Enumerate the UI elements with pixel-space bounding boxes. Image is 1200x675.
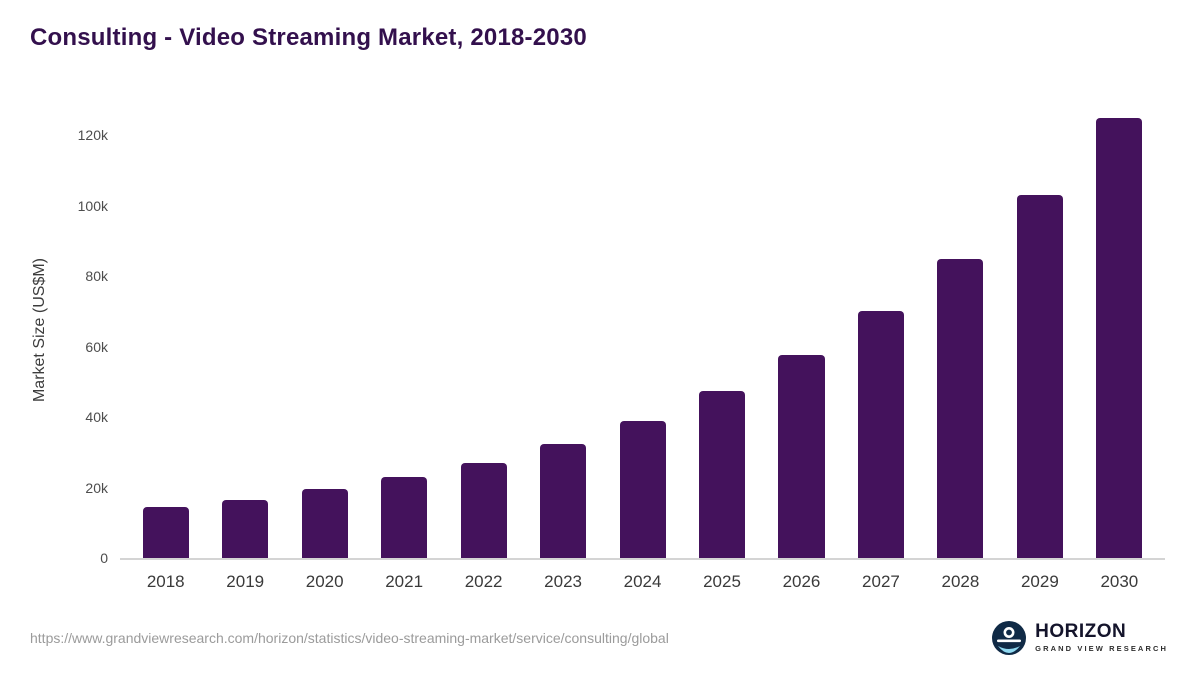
bar-column	[126, 100, 205, 558]
x-tick-label: 2029	[1020, 572, 1059, 591]
y-tick-label: 80k	[85, 268, 108, 285]
bar-2023[interactable]	[540, 443, 587, 558]
y-tick-label: 120k	[77, 127, 108, 144]
bar-2028[interactable]	[937, 258, 984, 558]
y-tick-label: 20k	[85, 479, 108, 496]
x-tick-label: 2023	[544, 572, 582, 591]
bar-column	[841, 100, 920, 558]
bar-column	[762, 100, 841, 558]
x-axis-labels: 2018 2019 2020 2021 2022 2023 2024 2025 2026 2027…	[120, 572, 1165, 592]
x-tick-label: 2020	[305, 572, 344, 591]
y-tick-label: 60k	[85, 338, 108, 355]
brand-title: HORIZON	[1035, 621, 1127, 643]
bar-2030[interactable]	[1096, 117, 1143, 558]
bars-container	[120, 100, 1165, 558]
bar-column	[205, 100, 284, 558]
brand-subtitle: GRAND VIEW RESEARCH	[1035, 644, 1168, 654]
bar-column	[682, 100, 761, 558]
plot-area: 0 20k 40k 60k 80k 100k 120k	[78, 100, 1165, 566]
bar-2022[interactable]	[460, 462, 507, 558]
bar-2025[interactable]	[698, 390, 746, 558]
bar-column	[603, 100, 682, 558]
x-tick-label: 2026	[782, 572, 821, 591]
bar-column	[285, 100, 364, 558]
y-tick-label: 100k	[77, 197, 108, 214]
brand-logo: HORIZON GRAND VIEW RESEARCH	[991, 620, 1168, 656]
x-tick-label: 2028	[941, 572, 980, 591]
bar-column	[364, 100, 443, 558]
bar-2018[interactable]	[142, 506, 189, 558]
source-url: https://www.grandviewresearch.com/horizo…	[30, 630, 669, 646]
bar-2026[interactable]	[778, 355, 825, 558]
bar-column	[1080, 100, 1159, 558]
y-axis-ticks: 0 20k 40k 60k 80k 100k 120k	[78, 100, 1165, 566]
bar-2029[interactable]	[1016, 195, 1063, 558]
bar-column	[523, 100, 602, 558]
horizon-logo-icon	[992, 621, 1027, 655]
bar-2024[interactable]	[619, 420, 666, 558]
x-tick-label: 2021	[385, 572, 424, 591]
bar-column	[444, 100, 523, 558]
brand-text: HORIZON GRAND VIEW RESEARCH	[1035, 621, 1168, 654]
bar-2027[interactable]	[857, 311, 904, 558]
bar-column	[921, 100, 1000, 558]
bar-2021[interactable]	[381, 476, 428, 558]
bar-2019[interactable]	[222, 499, 269, 558]
bar-2020[interactable]	[301, 489, 348, 558]
x-tick-label: 2022	[464, 572, 503, 591]
x-tick-label: 2030	[1100, 572, 1139, 591]
chart-title: Consulting - Video Streaming Market, 201…	[30, 24, 587, 51]
bar-column	[1000, 100, 1079, 558]
x-tick-label: 2027	[862, 572, 900, 591]
x-tick-label: 2024	[623, 572, 662, 591]
x-tick-label: 2019	[226, 572, 265, 591]
x-tick-label: 2018	[146, 572, 185, 591]
x-tick-label: 2025	[703, 572, 741, 591]
y-tick-label: 0	[100, 550, 108, 566]
y-tick-label: 40k	[85, 409, 108, 426]
